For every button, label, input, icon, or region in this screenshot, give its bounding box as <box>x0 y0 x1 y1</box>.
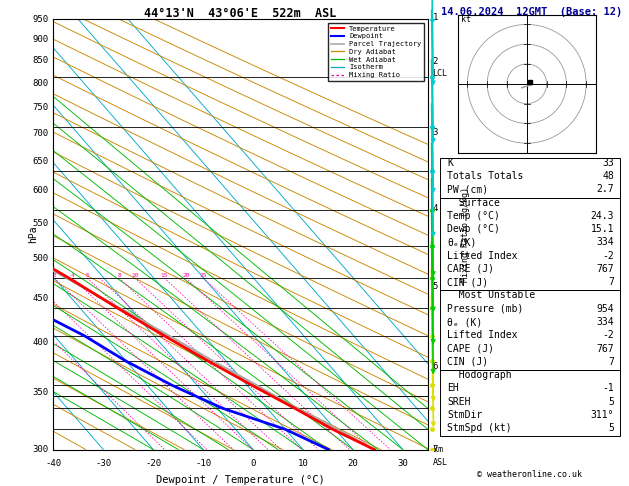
Text: 25: 25 <box>199 273 207 278</box>
Text: 7: 7 <box>608 277 614 287</box>
Text: Mixing Ratio (g/kg): Mixing Ratio (g/kg) <box>460 187 470 282</box>
Text: -2: -2 <box>603 330 614 340</box>
Text: 750: 750 <box>33 103 48 112</box>
Text: -20: -20 <box>145 459 161 468</box>
Text: 15.1: 15.1 <box>591 224 614 234</box>
Text: 14.06.2024  12GMT  (Base: 12): 14.06.2024 12GMT (Base: 12) <box>441 7 622 17</box>
Text: 5: 5 <box>608 397 614 406</box>
Text: 1: 1 <box>433 14 438 22</box>
Text: Dewpoint / Temperature (°C): Dewpoint / Temperature (°C) <box>156 475 325 486</box>
Text: 350: 350 <box>33 387 48 397</box>
Text: LCL: LCL <box>433 69 448 78</box>
Text: 900: 900 <box>33 35 48 44</box>
Text: Dewp (°C): Dewp (°C) <box>447 224 500 234</box>
Text: 550: 550 <box>33 219 48 228</box>
Text: 3: 3 <box>433 128 438 138</box>
Text: 450: 450 <box>33 294 48 303</box>
Text: Most Unstable: Most Unstable <box>447 291 536 300</box>
Text: 10: 10 <box>298 459 308 468</box>
Text: 767: 767 <box>596 264 614 274</box>
Text: -30: -30 <box>96 459 111 468</box>
Text: θₑ (K): θₑ (K) <box>447 317 482 327</box>
Text: 0: 0 <box>250 459 256 468</box>
Text: 767: 767 <box>596 344 614 353</box>
Text: 950: 950 <box>33 15 48 24</box>
Text: SREH: SREH <box>447 397 471 406</box>
Text: 3: 3 <box>52 273 56 278</box>
Text: 311°: 311° <box>591 410 614 420</box>
Bar <box>440 370 620 436</box>
Text: PW (cm): PW (cm) <box>447 185 489 194</box>
Text: 15: 15 <box>160 273 168 278</box>
Text: 334: 334 <box>596 317 614 327</box>
Text: 33: 33 <box>603 158 614 168</box>
Text: 600: 600 <box>33 187 48 195</box>
Text: Lifted Index: Lifted Index <box>447 330 518 340</box>
Text: 30: 30 <box>398 459 408 468</box>
Text: 500: 500 <box>33 255 48 263</box>
Text: 5: 5 <box>433 281 438 291</box>
Text: CAPE (J): CAPE (J) <box>447 264 494 274</box>
Text: EH: EH <box>447 383 459 393</box>
Text: hPa: hPa <box>28 226 38 243</box>
Text: CIN (J): CIN (J) <box>447 357 489 367</box>
Bar <box>440 158 620 198</box>
Text: 7: 7 <box>608 357 614 367</box>
Text: StmDir: StmDir <box>447 410 482 420</box>
Text: Temp (°C): Temp (°C) <box>447 211 500 221</box>
Text: 8: 8 <box>118 273 121 278</box>
Text: -1: -1 <box>603 383 614 393</box>
Text: © weatheronline.co.uk: © weatheronline.co.uk <box>477 469 582 479</box>
Text: Hodograph: Hodograph <box>447 370 512 380</box>
Text: 2.7: 2.7 <box>596 185 614 194</box>
Text: ASL: ASL <box>433 458 448 467</box>
Text: CIN (J): CIN (J) <box>447 277 489 287</box>
Text: 4: 4 <box>70 273 74 278</box>
Text: 24.3: 24.3 <box>591 211 614 221</box>
Text: K: K <box>447 158 454 168</box>
Text: Lifted Index: Lifted Index <box>447 251 518 260</box>
Legend: Temperature, Dewpoint, Parcel Trajectory, Dry Adiabat, Wet Adiabat, Isotherm, Mi: Temperature, Dewpoint, Parcel Trajectory… <box>328 23 424 81</box>
Text: StmSpd (kt): StmSpd (kt) <box>447 423 512 433</box>
Text: 20: 20 <box>347 459 359 468</box>
Text: 2: 2 <box>433 57 438 66</box>
Text: 5: 5 <box>86 273 89 278</box>
Text: 4: 4 <box>433 204 438 212</box>
Text: 20: 20 <box>182 273 190 278</box>
Text: 300: 300 <box>33 445 48 454</box>
Text: 5: 5 <box>608 423 614 433</box>
Text: 48: 48 <box>603 171 614 181</box>
Text: 10: 10 <box>131 273 138 278</box>
Text: -40: -40 <box>45 459 62 468</box>
Text: Totals Totals: Totals Totals <box>447 171 524 181</box>
Text: 800: 800 <box>33 79 48 88</box>
Text: 850: 850 <box>33 56 48 66</box>
Text: 700: 700 <box>33 129 48 138</box>
Bar <box>440 198 620 291</box>
Text: θₑ(K): θₑ(K) <box>447 238 477 247</box>
Bar <box>440 291 620 370</box>
Text: 334: 334 <box>596 238 614 247</box>
Text: 44°13'N  43°06'E  522m  ASL: 44°13'N 43°06'E 522m ASL <box>145 7 337 20</box>
Text: -2: -2 <box>603 251 614 260</box>
Text: Surface: Surface <box>447 198 500 208</box>
Text: 400: 400 <box>33 338 48 347</box>
Text: 954: 954 <box>596 304 614 314</box>
Text: km: km <box>433 445 443 454</box>
Text: 7: 7 <box>433 445 438 454</box>
Text: -10: -10 <box>195 459 211 468</box>
Text: 6: 6 <box>433 362 438 371</box>
Text: 650: 650 <box>33 156 48 166</box>
Text: CAPE (J): CAPE (J) <box>447 344 494 353</box>
Text: Pressure (mb): Pressure (mb) <box>447 304 524 314</box>
Text: kt: kt <box>462 16 472 24</box>
